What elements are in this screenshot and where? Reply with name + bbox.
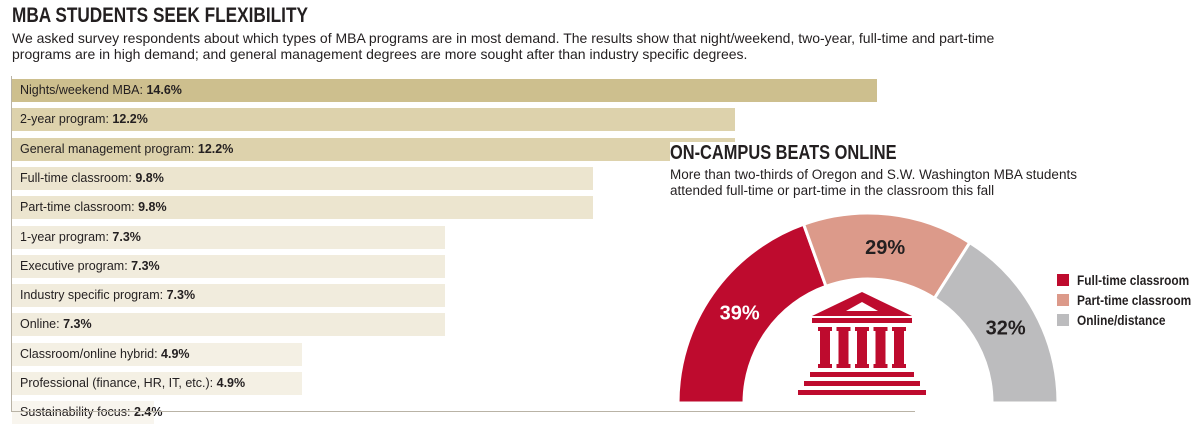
bar-value-label: 7.3% [63,317,92,332]
bar-value-label: 4.9% [216,376,246,390]
bar-value-label: 12.2% [197,141,234,156]
legend-swatch [1057,314,1069,326]
bar-chart-title: MBA STUDENTS SEEK FLEXIBILITY [12,4,308,27]
donut-legend: Full-time classroom Part-time classroom On… [1057,270,1203,330]
legend-label: Online/distance [1077,312,1166,328]
bar-label: Sustainability focus: [20,405,131,420]
bar-value-label: 7.3% [166,288,196,303]
bar-label: Industry specific program: [20,288,164,303]
bar-chart-subtitle: We asked survey respondents about which … [12,30,995,62]
bar-6: Executive program: 7.3% [12,254,445,278]
bar-label: Nights/weekend MBA: [20,83,143,97]
bar-value-label: 9.8% [138,200,167,215]
bar-10: Professional (finance, HR, IT, etc.): 4.… [12,372,302,395]
bar-5: 1-year program: 7.3% [12,225,445,249]
donut-slice-2 [932,240,1060,405]
legend-item: Part-time classroom [1057,290,1203,310]
bar-label: Full-time classroom: [20,170,132,185]
bar-value-label: 14.6% [146,83,182,97]
legend-swatch [1057,274,1069,286]
bar-8: Online: 7.3% [12,313,445,337]
bar-value-label: 12.2% [112,112,148,127]
bar-11: Sustainability focus: 2.4% [12,401,162,425]
bar-label: Executive program: [20,258,128,273]
bar-label: Part-time classroom: [20,200,135,215]
bar-value-label: 2.4% [133,405,163,420]
donut-value-label-2: 32% [986,317,1026,339]
bar-label: 2-year program: [20,112,109,127]
legend-label: Part-time classroom [1077,292,1192,308]
bar-label: Online: [20,317,60,332]
legend-label: Full-time classroom [1077,272,1190,288]
bar-value-label: 9.8% [135,170,164,185]
bar-2: General management program: 12.2% [12,137,735,161]
bar-label: General management program: [20,141,195,156]
bar-chart-axis-bottom [11,411,915,412]
bar-label: 1-year program: [20,229,109,244]
donut-chart-subtitle: More than two-thirds of Oregon and S.W. … [670,167,1077,198]
bar-4: Part-time classroom: 9.8% [12,196,593,220]
bar-value-label: 7.3% [112,229,141,244]
bar-3: Full-time classroom: 9.8% [12,166,593,190]
donut-chart-title: ON-CAMPUS BEATS ONLINE [670,142,902,165]
bar-value-label: 4.9% [161,346,190,361]
bar-1: 2-year program: 12.2% [12,108,735,132]
bar-chart-axis-left [11,76,12,412]
bar-value-label: 7.3% [131,258,160,273]
bar-label: Classroom/online hybrid: [20,346,158,361]
legend-item: Full-time classroom [1057,270,1203,290]
legend-swatch [1057,294,1069,306]
donut-value-label-1: 29% [865,237,905,259]
bar-9: Classroom/online hybrid: 4.9% [12,342,302,366]
donut-value-label-0: 39% [720,303,760,325]
bar-label: Professional (finance, HR, IT, etc.): [20,376,214,390]
building-columns-icon [798,292,926,395]
bar-7: Industry specific program: 7.3% [12,284,445,308]
legend-item: Online/distance [1057,310,1203,330]
bar-0: Nights/weekend MBA: 14.6% [12,79,877,102]
